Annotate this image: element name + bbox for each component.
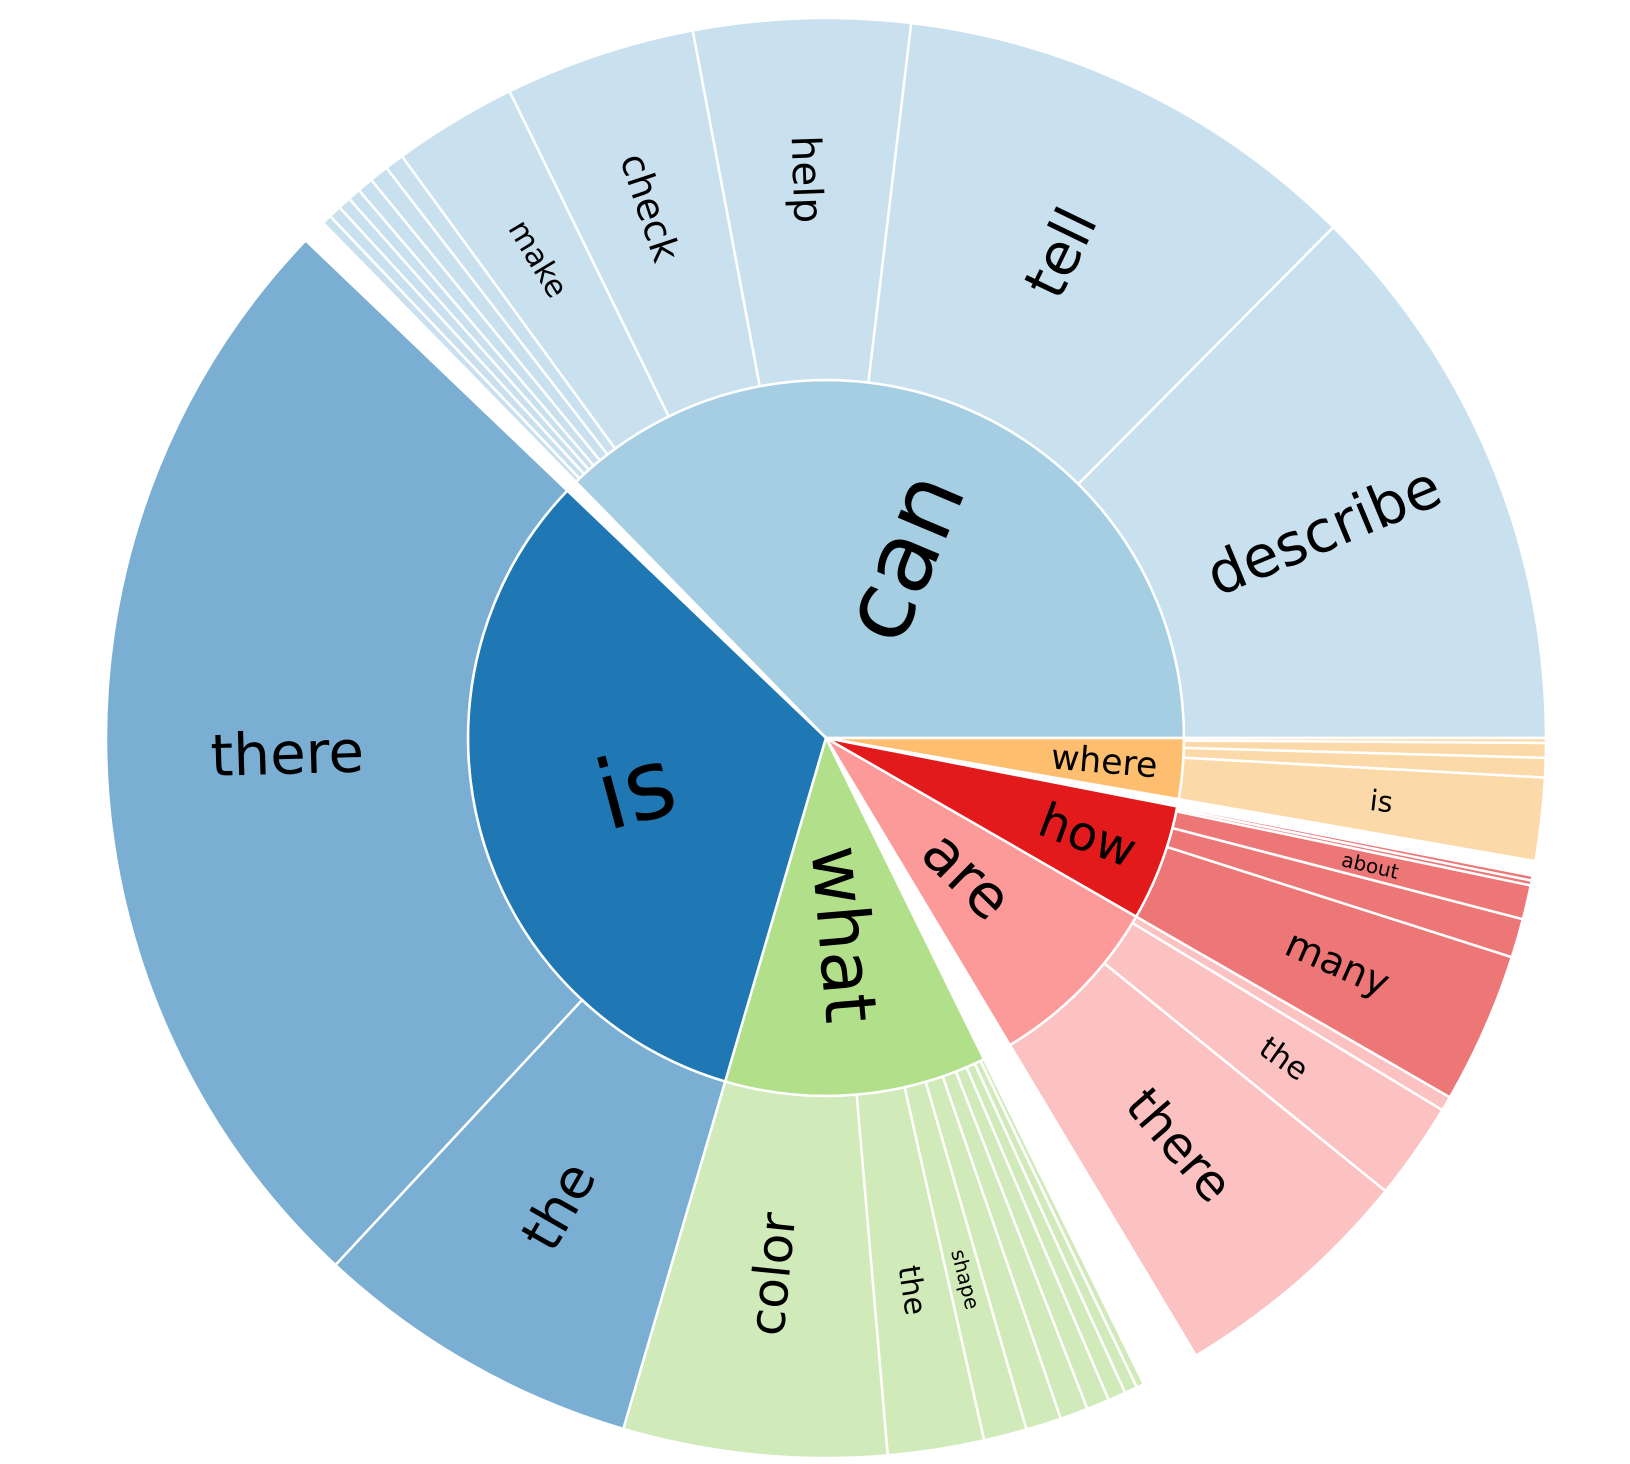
inner-label-what: what [793,842,892,1026]
inner-label-where: where [1049,737,1159,786]
outer-segment-what-unlabeled-8 [978,1057,1146,1390]
outer-segment-how-unlabeled-4 [1175,805,1535,883]
outer-segment-is-there-0 [104,238,584,1267]
outer-label-can-help: help [782,135,833,224]
outer-label-is-there: there [210,717,365,789]
outer-label-what-color: color [737,1210,807,1339]
outer-label-where-is: is [1368,783,1395,819]
outer-segment-can-unlabeled-11 [321,214,582,484]
outer-segment-where-unlabeled-3 [1182,736,1548,745]
outer-segment-can-tell-1 [866,21,1336,486]
outer-segment-can-describe-0 [1076,225,1548,740]
outer-label-what-the: the [891,1263,933,1317]
